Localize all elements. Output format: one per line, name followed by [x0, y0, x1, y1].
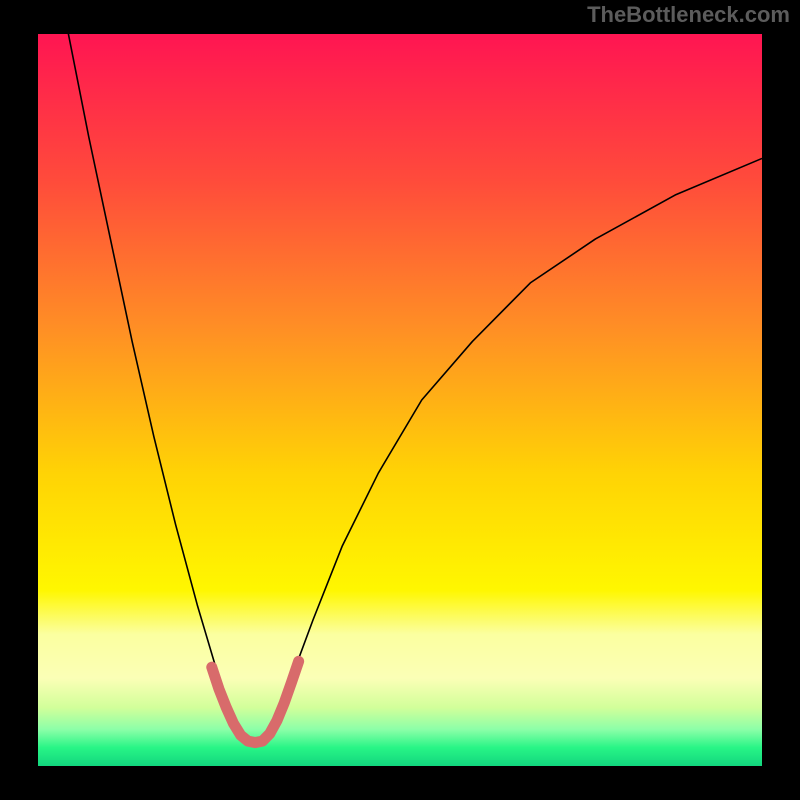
chart-root: TheBottleneck.com	[0, 0, 800, 800]
gradient-background	[38, 34, 762, 766]
chart-svg	[38, 34, 762, 766]
watermark-text: TheBottleneck.com	[587, 2, 790, 28]
